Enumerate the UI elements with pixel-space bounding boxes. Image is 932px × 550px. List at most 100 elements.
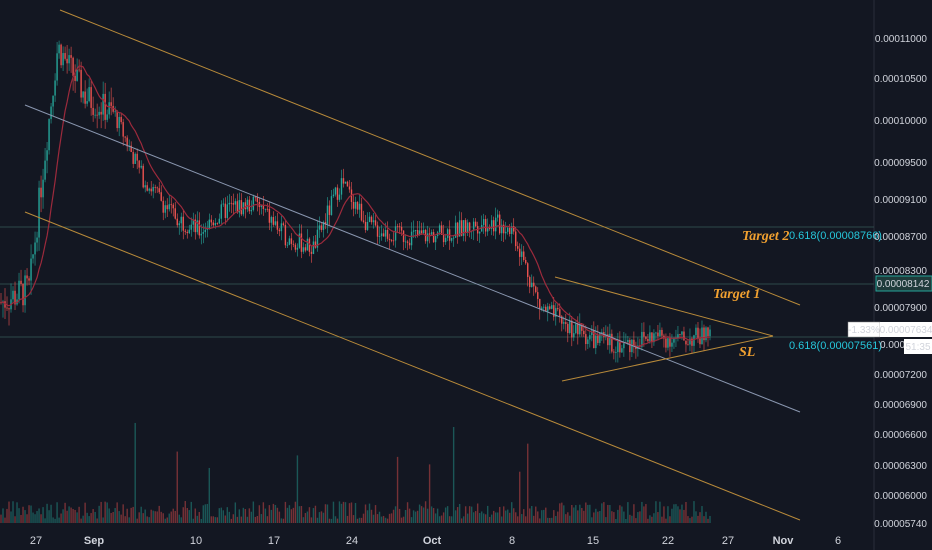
volume-bar (699, 512, 701, 523)
candle-body (501, 224, 503, 234)
volume-bar (334, 516, 337, 523)
candle-body (505, 231, 507, 234)
volume-bar (412, 510, 415, 523)
time-axis-label: 24 (346, 535, 358, 547)
candle-body (30, 258, 32, 281)
volume-bar (248, 508, 251, 523)
volume-bar (148, 517, 150, 523)
candle-body (82, 91, 84, 98)
volume-bar (272, 503, 275, 523)
volume-bar (138, 512, 140, 523)
volume-bar (162, 513, 164, 523)
candle-body (545, 306, 547, 312)
candle-body (615, 352, 617, 353)
volume-bar (404, 510, 407, 523)
volume-bar (661, 516, 663, 523)
candle-body (633, 339, 635, 347)
volume-bar (184, 501, 186, 523)
volume-bar (292, 507, 295, 523)
candle-body (621, 348, 623, 353)
candle-body (468, 222, 471, 231)
candle-body (76, 69, 78, 81)
volume-bar (232, 514, 235, 523)
volume-bar (480, 511, 483, 523)
candle-body (280, 223, 283, 232)
volume-bar (160, 511, 162, 523)
candle-body (62, 53, 64, 66)
candle-body (206, 229, 208, 231)
candle-body (378, 236, 381, 237)
volume-bar (605, 517, 607, 523)
candle-body (338, 194, 341, 200)
candle-body (537, 292, 539, 299)
candle-body (324, 222, 327, 225)
time-axis[interactable]: 27 Sep 10 17 24 Oct 8 15 22 27 Nov 6 (30, 535, 841, 547)
volume-bar (8, 501, 10, 523)
volume-bar (236, 516, 239, 523)
volume-bar (460, 518, 463, 523)
volume-bar (116, 502, 118, 523)
candle-body (322, 222, 325, 230)
volume-bar (80, 518, 82, 523)
volume-bar (32, 512, 34, 523)
candle-body (202, 232, 204, 234)
price-axis[interactable]: 0.00011000 0.00010500 0.00010000 0.00009500… (874, 34, 927, 530)
candle-body (142, 165, 144, 188)
candle-body (400, 226, 403, 231)
candle-body (102, 93, 104, 115)
candle-body (148, 188, 150, 191)
candle-body (346, 181, 349, 187)
volume-bar (114, 508, 116, 523)
volume-bar (54, 518, 56, 523)
volume-bar (92, 509, 94, 523)
volume-bar (679, 509, 681, 523)
candle-body (268, 208, 271, 223)
volume-bar (206, 503, 208, 523)
candle-body (601, 331, 603, 333)
candle-body (432, 232, 435, 243)
volume-bar (350, 502, 353, 523)
price-axis-label: 0.00010000 (874, 116, 927, 127)
volume-bar (537, 511, 539, 523)
volume-bar (388, 513, 391, 523)
volume-bar (553, 510, 555, 523)
volume-bar (98, 505, 100, 523)
volume-bar (555, 516, 557, 523)
volume-bar (250, 511, 253, 523)
volume-bar (310, 517, 313, 523)
candle-body (126, 137, 128, 147)
candle-body (246, 199, 249, 210)
volume-bar (280, 518, 283, 523)
candle-body (406, 241, 409, 243)
volume-bar (386, 518, 389, 523)
volume-bar (535, 506, 537, 523)
time-axis-label: 8 (509, 535, 515, 547)
volume-bar (384, 517, 387, 523)
volume-bar (178, 514, 180, 523)
current-price-badge: -1.33% 0.00007634 0.0000 51:35 (847, 321, 932, 354)
volume-bar (651, 516, 653, 523)
volume-bar (100, 501, 102, 523)
time-axis-label: 10 (190, 535, 202, 547)
volume-bar (180, 517, 182, 523)
candle-body (523, 251, 525, 260)
candle-body (140, 165, 142, 168)
candle-body (557, 308, 559, 310)
volume-bar (507, 509, 509, 523)
volume-bar (499, 506, 501, 523)
candle-body (460, 220, 463, 236)
candle-body (232, 203, 235, 205)
candle-body (593, 330, 595, 349)
moving-average-line (0, 65, 711, 348)
volume-bar (501, 516, 503, 523)
candle-body (466, 222, 469, 233)
candle-body (254, 196, 257, 198)
volume-bar (452, 426, 455, 523)
candle-body (697, 327, 699, 339)
annotations: Target 2 0.618(0.00008766) Target 1 SL 0… (713, 229, 882, 360)
candle-body (156, 187, 158, 189)
candle-body (256, 197, 259, 203)
candle-body (643, 331, 645, 337)
